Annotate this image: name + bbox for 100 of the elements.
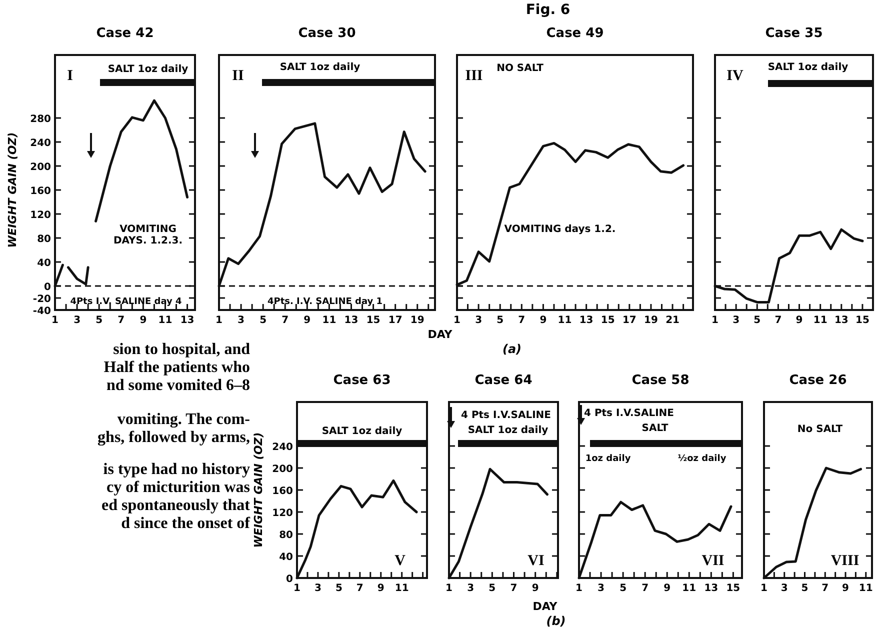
chart-title: Case 42 <box>96 26 154 41</box>
y-axis-title: WEIGHT GAIN (OZ) <box>6 132 19 248</box>
x-tick-label: 7 <box>518 315 526 326</box>
x-tick-label: 1 <box>216 315 223 326</box>
y-tick-label: -20 <box>32 294 52 305</box>
annotation: III <box>465 68 483 84</box>
annotation: NO SALT <box>496 63 544 74</box>
x-tick-label: 9 <box>532 583 539 594</box>
annotation: SALT 1oz daily <box>108 64 189 75</box>
x-tick-label: 17 <box>388 315 402 326</box>
x-tick-label: 1 <box>454 315 461 326</box>
text: Half the patients who <box>104 359 250 376</box>
x-tick-label: 3 <box>598 583 605 594</box>
x-tick-label: 3 <box>74 315 81 326</box>
text: ed spontaneously that <box>102 497 251 514</box>
chart-title: Case 49 <box>546 26 604 41</box>
y-tick-label: 160 <box>30 186 52 197</box>
annotation: V <box>394 553 406 569</box>
x-tick-label: 17 <box>622 315 636 326</box>
annotation: 4 Pts I.V.SALINE <box>584 408 674 419</box>
y-tick-label: 40 <box>279 552 294 563</box>
annotation: SALT 1oz daily <box>322 426 403 437</box>
x-tick-label: 5 <box>335 583 342 594</box>
x-tick-label: 3 <box>475 315 482 326</box>
x-tick-label: 7 <box>510 583 518 594</box>
y-axis-title: WEIGHT GAIN (OZ) <box>252 432 265 548</box>
x-tick-label: 7 <box>356 583 364 594</box>
x-tick-label: 5 <box>96 315 103 326</box>
x-axis-title: DAY <box>428 328 454 341</box>
annotation: VI <box>528 553 544 569</box>
x-tick-label: 3 <box>732 315 740 326</box>
x-tick-label: 7 <box>118 315 125 326</box>
x-tick-label: 5 <box>496 315 504 326</box>
y-tick-label: 80 <box>37 234 52 245</box>
caption: Fig. 6 <box>526 2 570 18</box>
x-tick-label: 11 <box>858 583 873 594</box>
x-tick-label: 11 <box>394 583 409 594</box>
annotation: SALT <box>642 423 668 434</box>
x-tick-label: 1 <box>712 315 719 326</box>
x-tick-label: 13 <box>180 315 194 326</box>
y-tick-label: 200 <box>30 162 52 173</box>
annotation: VOMITING DAYS. 1.2.3. <box>113 224 183 246</box>
annotation: SALT 1oz daily <box>468 425 549 436</box>
x-tick-label: 3 <box>467 583 474 594</box>
text: (a) <box>502 342 522 356</box>
x-tick-label: 13 <box>834 315 848 326</box>
annotation: 4 Pts I.V.SALINE <box>461 410 552 421</box>
chart-title: Case 58 <box>632 373 690 388</box>
x-tick-label: 9 <box>664 583 671 594</box>
text: d since the onset of <box>121 515 251 532</box>
text: vomiting. The com- <box>117 411 250 428</box>
text: sion to hospital, and <box>113 341 250 358</box>
x-tick-label: 5 <box>620 583 627 594</box>
annotation: No SALT <box>797 424 843 435</box>
x-tick-label: 7 <box>282 315 289 326</box>
x-tick-label: 15 <box>366 315 380 326</box>
annotation: VII <box>702 553 724 569</box>
x-tick-label: 9 <box>140 315 147 326</box>
text: ghs, followed by arms, <box>98 429 250 446</box>
y-tick-label: 240 <box>272 442 294 453</box>
chart-title: Case 63 <box>333 373 391 388</box>
x-tick-label: 13 <box>704 583 718 594</box>
x-tick-label: 19 <box>644 315 658 326</box>
text: cy of micturition was <box>106 479 250 496</box>
y-tick-label: 240 <box>30 138 52 149</box>
x-tick-label: 3 <box>780 583 788 594</box>
x-tick-label: 9 <box>377 583 384 594</box>
x-tick-label: 3 <box>238 315 245 326</box>
y-tick-label: 200 <box>272 464 294 475</box>
annotation: VOMITING days 1.2. <box>504 224 616 235</box>
y-tick-label: -40 <box>32 306 52 317</box>
x-tick-label: 5 <box>260 315 267 326</box>
text: nd some vomited 6–8 <box>106 377 250 394</box>
y-tick-label: 120 <box>272 508 294 519</box>
annotation: ½oz daily <box>678 454 726 464</box>
chart-title: Case 26 <box>789 373 847 388</box>
annotation: VIII <box>830 553 860 569</box>
x-tick-label: 15 <box>726 583 740 594</box>
x-tick-label: 3 <box>314 583 322 594</box>
chart-title: Case 30 <box>298 26 356 41</box>
x-tick-label: 13 <box>344 315 358 326</box>
annotation: I <box>67 68 74 84</box>
text: (b) <box>546 614 566 628</box>
y-tick-label: 40 <box>37 258 52 269</box>
x-tick-label: 15 <box>600 315 615 326</box>
annotation: IV <box>726 68 744 84</box>
y-tick-label: 280 <box>30 114 52 125</box>
annotation: 4Pts. I.V. SALINE day 1 <box>267 297 383 307</box>
x-tick-label: 1 <box>294 583 301 594</box>
x-tick-label: 11 <box>322 315 336 326</box>
x-tick-label: 9 <box>796 315 803 326</box>
x-tick-label: 19 <box>410 315 424 326</box>
x-tick-label: 11 <box>158 315 172 326</box>
annotation: SALT 1oz daily <box>280 62 361 73</box>
y-tick-label: 80 <box>279 530 294 541</box>
x-tick-label: 5 <box>488 583 496 594</box>
x-tick-label: 11 <box>682 583 696 594</box>
y-tick-label: 120 <box>30 210 52 221</box>
text: is type had no history <box>103 461 250 478</box>
annotation: 4Pts I.V. SALINE day 4 <box>70 297 182 307</box>
